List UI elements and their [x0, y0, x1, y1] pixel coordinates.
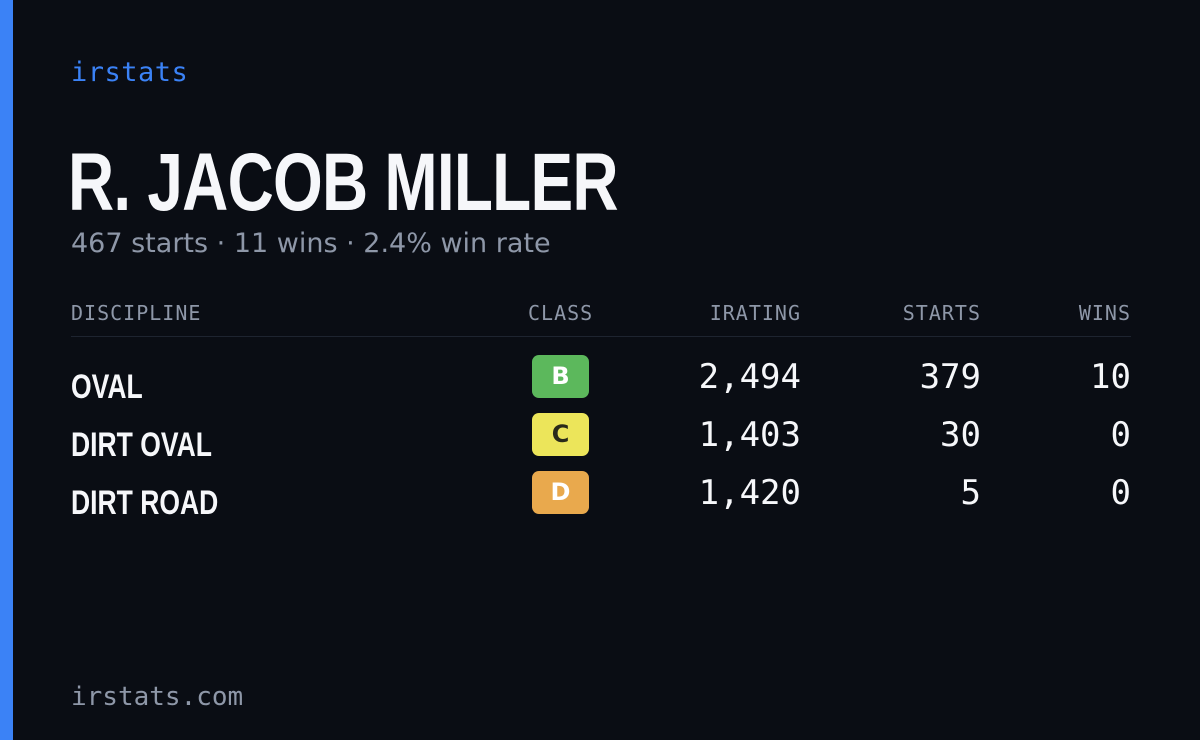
driver-summary: 467 starts · 11 wins · 2.4% win rate [71, 228, 551, 259]
header-discipline: DISCIPLINE [71, 301, 202, 325]
class-badge: C [532, 413, 589, 456]
irating-value: 1,403 [698, 415, 801, 455]
table-row: OVAL B 2,494 379 10 [71, 355, 1131, 413]
table-body: OVAL B 2,494 379 10 DIRT OVAL C 1,403 30… [71, 355, 1131, 529]
starts-value: 5 [960, 473, 981, 513]
starts-value: 379 [919, 357, 981, 397]
table-header: DISCIPLINE CLASS IRATING STARTS WINS [71, 296, 1131, 337]
starts-value: 30 [940, 415, 981, 455]
header-wins: WINS [1078, 301, 1131, 325]
wins-value: 0 [1110, 473, 1131, 513]
discipline-table: DISCIPLINE CLASS IRATING STARTS WINS OVA… [71, 296, 1131, 529]
driver-name: R. JACOB MILLER [68, 137, 619, 228]
wins-value: 10 [1090, 357, 1131, 397]
discipline-name: DIRT ROAD [71, 484, 219, 522]
wins-value: 0 [1110, 415, 1131, 455]
irating-value: 2,494 [698, 357, 801, 397]
accent-bar [0, 0, 13, 740]
discipline-name: DIRT OVAL [71, 426, 212, 464]
irating-value: 1,420 [698, 473, 801, 513]
header-class: CLASS [528, 301, 594, 325]
table-row: DIRT ROAD D 1,420 5 0 [71, 471, 1131, 529]
header-starts: STARTS [902, 301, 981, 325]
footer-url: irstats.com [71, 682, 244, 712]
class-badge: B [532, 355, 589, 398]
discipline-name: OVAL [71, 368, 143, 406]
class-badge: D [532, 471, 589, 514]
table-row: DIRT OVAL C 1,403 30 0 [71, 413, 1131, 471]
header-irating: IRATING [709, 301, 801, 325]
brand-logo: irstats [71, 57, 189, 88]
